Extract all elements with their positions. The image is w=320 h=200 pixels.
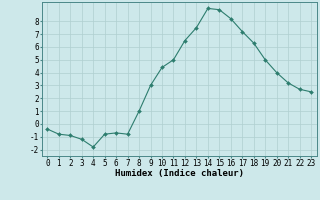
X-axis label: Humidex (Indice chaleur): Humidex (Indice chaleur) xyxy=(115,169,244,178)
